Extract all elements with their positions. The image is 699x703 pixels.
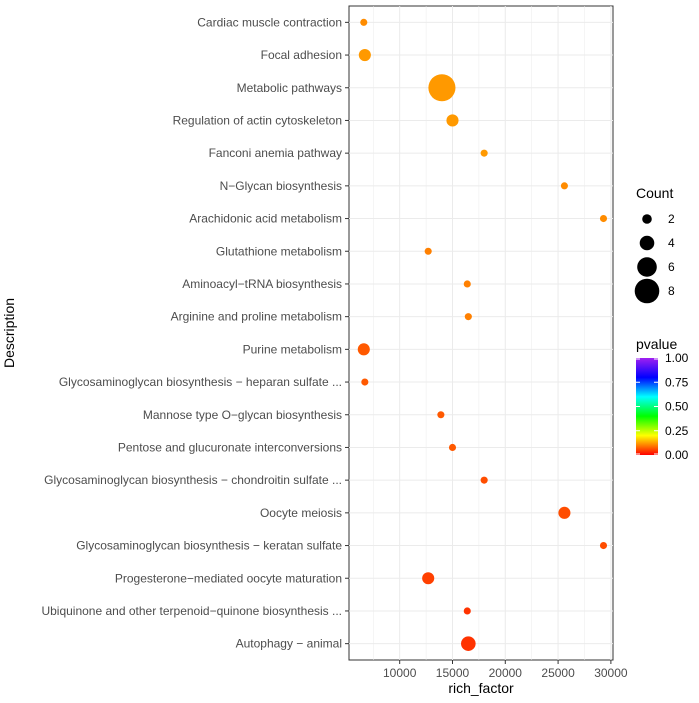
data-point: [437, 411, 445, 419]
y-category-label: Regulation of actin cytoskeleton: [173, 113, 342, 127]
count-legend-label: 6: [668, 260, 675, 274]
data-point: [480, 149, 488, 157]
pvalue-legend-label: 0.50: [665, 400, 689, 414]
count-legend-label: 4: [668, 236, 675, 250]
x-axis: 10000 15000 20000 25000 30000: [383, 660, 628, 680]
data-point: [448, 443, 457, 452]
x-tick-label: 30000: [594, 666, 628, 680]
x-tick-label: 15000: [436, 666, 470, 680]
y-category-label: Glycosaminoglycan biosynthesis − heparan…: [59, 375, 342, 389]
x-tick-label: 10000: [383, 666, 417, 680]
y-category-label: Focal adhesion: [261, 48, 342, 62]
y-category-label: Arachidonic acid metabolism: [189, 212, 342, 226]
pvalue-legend-label: 0.25: [665, 424, 689, 438]
pvalue-legend-label: 0.00: [665, 448, 689, 462]
data-point: [599, 215, 608, 223]
data-point: [599, 542, 608, 550]
y-category-label: Glycosaminoglycan biosynthesis − keratan…: [76, 539, 342, 553]
y-category-label: Ubiquinone and other terpenoid−quinone b…: [41, 604, 342, 618]
data-point: [422, 572, 435, 585]
y-category-label: Progesterone−mediated oocyte maturation: [115, 571, 342, 585]
data-point: [461, 636, 476, 651]
data-point: [463, 607, 471, 615]
y-axis-title: Description: [1, 298, 17, 368]
data-point: [446, 114, 459, 127]
y-category-label: Arginine and proline metabolism: [171, 310, 342, 324]
data-point: [357, 343, 370, 356]
count-legend-dot: [634, 278, 660, 304]
data-point: [463, 280, 471, 288]
y-category-label: Glycosaminoglycan biosynthesis − chondro…: [44, 473, 342, 487]
count-legend-label: 2: [668, 212, 675, 226]
pvalue-color-legend: pvalue 1.00 0.75 0.50 0.25 0.00: [636, 336, 689, 462]
data-point: [424, 247, 432, 255]
y-category-label: Metabolic pathways: [237, 81, 342, 95]
y-category-label: N−Glycan biosynthesis: [220, 179, 342, 193]
count-legend-label: 8: [668, 284, 675, 298]
pvalue-colorbar: [636, 358, 658, 455]
pvalue-legend-title: pvalue: [636, 336, 677, 352]
count-legend-dot: [639, 235, 655, 251]
data-point: [558, 506, 571, 519]
y-category-label: Oocyte meiosis: [260, 506, 342, 520]
data-point: [480, 476, 488, 484]
count-legend-title: Count: [636, 185, 673, 201]
data-point: [560, 182, 568, 190]
y-category-label: Autophagy − animal: [236, 637, 342, 651]
x-axis-title: rich_factor: [448, 680, 514, 696]
data-point: [464, 313, 472, 321]
data-point: [361, 378, 369, 386]
y-category-label: Purine metabolism: [243, 342, 342, 356]
data-point: [360, 18, 368, 26]
x-tick-label: 20000: [489, 666, 523, 680]
count-legend-dot: [637, 257, 657, 277]
data-point: [358, 49, 371, 62]
y-category-label: Pentose and glucuronate interconversions: [118, 440, 342, 454]
x-tick-label: 25000: [541, 666, 575, 680]
y-axis-category-labels: Cardiac muscle contraction Focal adhesion…: [41, 15, 349, 651]
data-point: [428, 74, 456, 102]
y-category-label: Cardiac muscle contraction: [197, 15, 342, 29]
pvalue-legend-label: 0.75: [665, 375, 689, 389]
count-legend-dot: [642, 214, 652, 224]
y-category-label: Aminoacyl−tRNA biosynthesis: [182, 277, 342, 291]
data-points: [357, 18, 608, 651]
count-size-legend: Count 2 4 6 8: [634, 185, 675, 304]
plot-panel: [348, 5, 614, 661]
y-category-label: Fanconi anemia pathway: [209, 146, 342, 160]
pvalue-legend-label: 1.00: [665, 351, 689, 365]
y-category-label: Mannose type O−glycan biosynthesis: [143, 408, 342, 422]
y-category-label: Glutathione metabolism: [216, 244, 342, 258]
